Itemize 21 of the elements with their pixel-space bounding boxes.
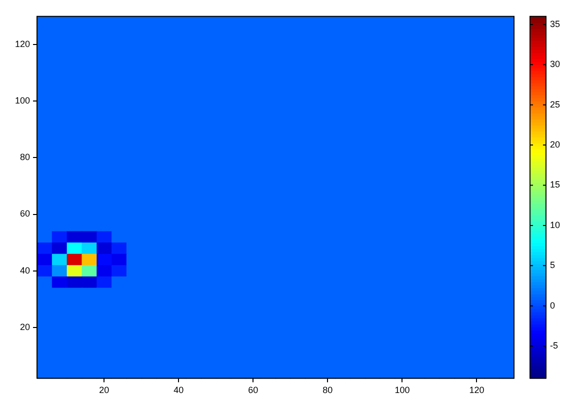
y-tick-label: 40 <box>20 265 30 276</box>
color-bar-label: 5 <box>550 260 556 270</box>
y-tick-label: 80 <box>20 152 30 162</box>
x-tick-label: 120 <box>469 385 484 396</box>
color-bar-label: 10 <box>550 220 560 230</box>
x-tick-label: 20 <box>99 385 110 396</box>
y-tick-label: 120 <box>14 39 30 50</box>
color-bar-label: -5 <box>550 340 558 351</box>
y-tick-label: 60 <box>20 208 30 219</box>
x-tick-label: 40 <box>174 385 184 396</box>
y-tick-label: 20 <box>20 322 30 332</box>
color-bar-label: 30 <box>550 59 560 70</box>
color-bar-label: 20 <box>550 140 560 150</box>
x-tick-label: 80 <box>322 385 333 396</box>
color-bar-label: 25 <box>550 99 560 110</box>
color-bar-label: 0 <box>550 300 556 310</box>
x-tick-label: 60 <box>248 385 258 396</box>
color-bar-label: 35 <box>550 18 560 29</box>
x-tick-label: 100 <box>394 385 410 396</box>
color-bar-label: 15 <box>550 180 560 190</box>
y-tick-label: 100 <box>14 96 30 106</box>
